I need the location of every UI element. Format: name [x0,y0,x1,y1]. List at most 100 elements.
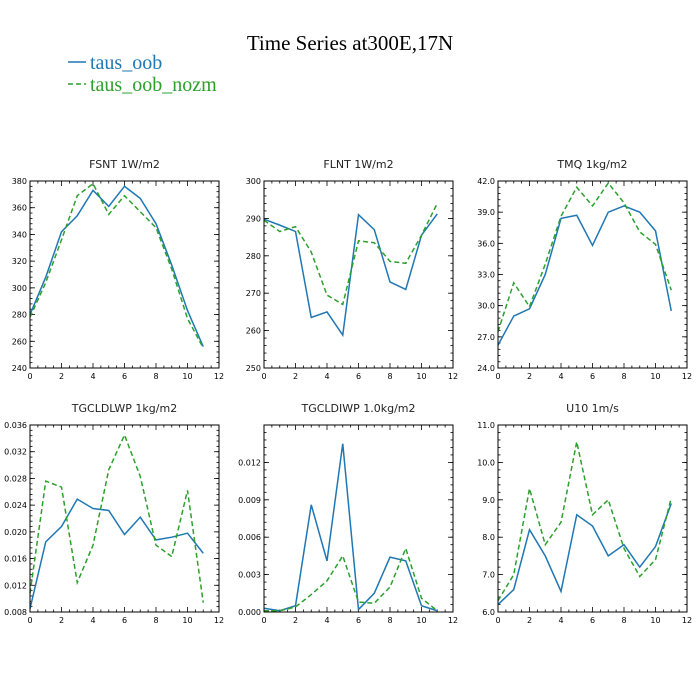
chart-panel-3: TGCLDLWP 1kg/m2 0 2 4 6 8 10 12 0.008 0.012 0.016 0… [4,402,224,625]
y-tick-label: 9.0 [482,496,495,505]
legend: taus_oob taus_oob_nozm [68,52,217,96]
x-tick-label: 8 [621,616,626,625]
series-line-taus-oob-nozm [264,546,438,612]
chart-panel-1: FLNT 1W/m2 0 2 4 6 8 10 12 250 260 270 280 290 300 [246,158,458,381]
x-tick-label: 8 [153,372,158,381]
x-tick-label: 0 [27,372,32,381]
y-tick-label: 260 [246,327,261,336]
x-tick-label: 10 [650,372,660,381]
y-tick-label: 0.012 [4,581,27,590]
chart-panel-0: FSNT 1W/m2 0 2 4 6 8 10 12 240 260 280 300 320 340 360… [12,158,224,381]
y-tick-label: 270 [246,289,261,298]
y-tick-label: 8.0 [482,533,495,542]
x-tick-label: 12 [214,372,224,381]
y-tick-label: 36.0 [477,239,495,248]
plot-frame [497,180,688,369]
panel-title: TGCLDLWP 1kg/m2 [71,402,177,415]
chart-panel-2: TMQ 1kg/m2 0 2 4 6 8 10 12 24.0 27.0 30.0 33.0 36.0 3… [477,158,692,381]
x-tick-label: 6 [356,616,361,625]
y-tick-label: 0.006 [238,533,261,542]
series-line-taus-oob [497,503,672,606]
x-tick-label: 2 [527,616,532,625]
x-tick-label: 10 [182,372,192,381]
series-line-taus-oob [263,443,438,612]
plot-frame [263,424,454,613]
y-tick-label: 300 [246,177,261,186]
series-line-taus-oob [29,498,204,609]
y-tick-label: 240 [12,364,27,373]
figure-title: Time Series at300E,17N [247,31,453,55]
y-tick-label: 30.0 [477,302,495,311]
y-tick-label: 10.0 [477,458,495,467]
y-tick-label: 280 [12,311,27,320]
x-tick-label: 4 [90,616,95,625]
x-tick-label: 0 [495,372,500,381]
y-tick-label: 11.0 [477,421,495,430]
series-line-taus-oob [29,185,204,347]
x-tick-label: 0 [495,616,500,625]
y-tick-label: 250 [246,364,261,373]
x-tick-label: 0 [261,372,266,381]
y-tick-label: 0.009 [238,496,261,505]
plot-frame [29,424,220,613]
x-tick-label: 8 [153,616,158,625]
x-tick-label: 10 [416,372,426,381]
x-tick-label: 10 [650,616,660,625]
series-line-taus-oob-nozm [29,433,204,603]
x-tick-label: 10 [182,616,192,625]
x-tick-label: 2 [293,616,298,625]
y-tick-label: 0.016 [4,555,27,564]
chart-panel-4: TGCLDIWP 1.0kg/m2 0 2 4 6 8 10 12 0.000 0.003 0.00… [238,402,458,625]
chart-panel-5: U10 1m/s 0 2 4 6 8 10 12 6.0 7.0 8.0 9.0 10.0 11.0 [477,402,692,625]
y-tick-label: 0.003 [238,571,261,580]
plot-frame [29,180,220,369]
legend-label-taus-oob-nozm: taus_oob_nozm [90,74,217,96]
x-tick-label: 10 [416,616,426,625]
y-tick-label: 6.0 [482,608,495,617]
plot-frame [497,424,688,613]
series-line-taus-oob-nozm [497,441,672,602]
panels: FSNT 1W/m20 2 4 6 8 10 12240260280300320340360… [4,158,692,625]
panel-title: FLNT 1W/m2 [323,158,393,171]
x-tick-label: 4 [324,616,329,625]
legend-label-taus-oob: taus_oob [90,52,162,74]
y-tick-label: 42.0 [477,177,495,186]
x-tick-label: 6 [356,372,361,381]
y-tick-label: 360 [12,204,27,213]
y-tick-label: 0.020 [4,528,27,537]
y-tick-label: 7.0 [482,571,495,580]
x-tick-label: 2 [59,372,64,381]
y-tick-label: 0.032 [4,448,27,457]
x-tick-label: 12 [448,372,458,381]
y-tick-label: 0.036 [4,421,27,430]
y-tick-label: 39.0 [477,208,495,217]
x-tick-label: 12 [682,616,692,625]
x-tick-label: 6 [590,616,595,625]
y-tick-label: 0.028 [4,474,27,483]
x-tick-label: 6 [122,616,127,625]
x-tick-label: 12 [214,616,224,625]
x-tick-label: 4 [558,372,563,381]
x-tick-label: 4 [90,372,95,381]
panel-title: TGCLDIWP 1.0kg/m2 [300,402,415,415]
x-tick-label: 2 [59,616,64,625]
x-tick-label: 6 [590,372,595,381]
y-tick-label: 260 [12,337,27,346]
series-line-taus-oob-nozm [29,182,204,349]
panel-title: TMQ 1kg/m2 [556,158,627,171]
series-line-taus-oob-nozm [497,181,672,332]
x-tick-label: 12 [448,616,458,625]
series-line-taus-oob-nozm [263,203,438,306]
series-line-taus-oob [497,205,672,346]
y-tick-label: 380 [12,177,27,186]
x-tick-label: 12 [682,372,692,381]
y-tick-label: 27.0 [477,333,495,342]
y-tick-label: 24.0 [477,364,495,373]
x-tick-label: 2 [527,372,532,381]
y-tick-label: 33.0 [477,271,495,280]
x-tick-label: 4 [324,372,329,381]
y-tick-label: 0.024 [4,501,27,510]
y-tick-label: 0.000 [238,608,261,617]
panel-title: FSNT 1W/m2 [89,158,160,171]
